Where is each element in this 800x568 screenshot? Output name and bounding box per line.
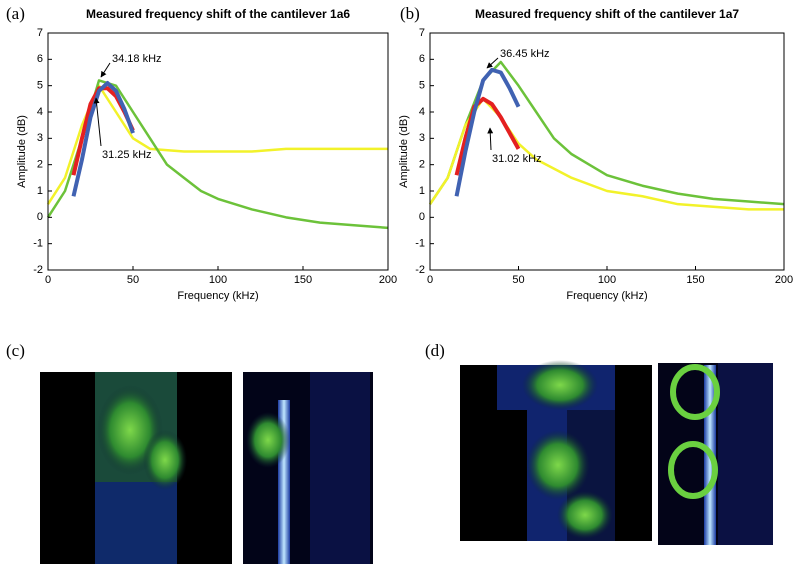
plot-frame — [429, 32, 785, 271]
data-line — [454, 96, 521, 176]
x-tick-label: 200 — [379, 274, 397, 286]
x-axis-label: Frequency (kHz) — [177, 290, 258, 302]
y-tick-label: 3 — [37, 132, 43, 144]
panel-label: (b) — [400, 4, 420, 23]
data-line — [428, 60, 785, 206]
annotation-arrow — [486, 57, 499, 69]
y-tick-label: 3 — [419, 132, 425, 144]
panel-label: (c) — [6, 341, 25, 360]
data-line — [71, 81, 135, 197]
x-tick-label: 200 — [775, 274, 793, 286]
y-tick-label: -2 — [415, 264, 425, 276]
y-tick-label: 0 — [419, 211, 425, 223]
x-tick-label: 0 — [45, 274, 51, 286]
micrograph — [40, 372, 232, 564]
y-axis-label: Amplitude (dB) — [16, 115, 28, 188]
y-tick-label: 6 — [37, 53, 43, 65]
x-tick-label: 50 — [512, 274, 524, 286]
annotation: 34.18 kHz — [112, 53, 162, 65]
annotation-arrow — [487, 127, 494, 151]
x-tick-label: 0 — [427, 274, 433, 286]
y-tick-label: 2 — [419, 159, 425, 171]
y-tick-label: -2 — [33, 264, 43, 276]
annotation: 36.45 kHz — [500, 48, 550, 60]
x-axis-label: Frequency (kHz) — [566, 290, 647, 302]
panel-label: (d) — [425, 341, 445, 360]
y-tick-label: 0 — [37, 211, 43, 223]
micrograph — [658, 363, 773, 545]
y-tick-label: 5 — [37, 80, 43, 92]
y-tick-label: 4 — [419, 106, 425, 118]
micrograph — [243, 372, 373, 564]
y-tick-label: -1 — [415, 238, 425, 250]
data-line — [46, 84, 388, 205]
x-tick-label: 150 — [294, 274, 312, 286]
y-tick-label: 7 — [37, 27, 43, 39]
micrograph — [460, 360, 652, 541]
annotation-arrow — [93, 97, 102, 147]
y-tick-label: 2 — [37, 159, 43, 171]
x-tick-label: 150 — [686, 274, 704, 286]
annotation: 31.02 kHz — [492, 153, 542, 165]
x-tick-label: 100 — [209, 274, 227, 286]
chart-title: Measured frequency shift of the cantilev… — [86, 7, 350, 21]
y-tick-label: 4 — [37, 106, 43, 118]
y-axis-label: Amplitude (dB) — [398, 115, 410, 188]
data-line — [454, 67, 521, 197]
y-tick-label: 1 — [419, 185, 425, 197]
x-tick-label: 50 — [127, 274, 139, 286]
panel-label: (a) — [6, 4, 25, 23]
annotation-arrow — [100, 62, 111, 78]
y-tick-label: 5 — [419, 80, 425, 92]
y-tick-label: 6 — [419, 53, 425, 65]
data-line — [428, 97, 784, 211]
data-line — [46, 79, 389, 230]
x-tick-label: 100 — [598, 274, 616, 286]
annotation: 31.25 kHz — [102, 149, 152, 161]
y-tick-label: 7 — [419, 27, 425, 39]
y-tick-label: -1 — [33, 238, 43, 250]
y-tick-label: 1 — [37, 185, 43, 197]
chart-title: Measured frequency shift of the cantilev… — [475, 7, 739, 21]
